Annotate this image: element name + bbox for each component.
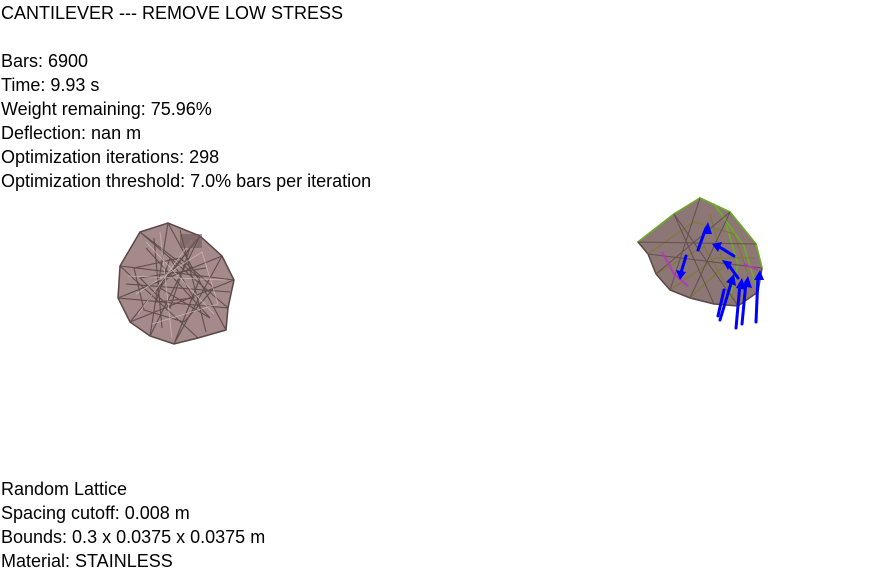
original-lattice-view[interactable]: [110, 218, 242, 348]
optimization-threshold: Optimization threshold: 7.0% bars per it…: [1, 171, 372, 191]
page-title: CANTILEVER --- REMOVE LOW STRESS: [1, 3, 344, 23]
original-lattice-image: [117, 222, 235, 345]
optimization-iterations: Optimization iterations: 298: [1, 147, 220, 167]
optimized-lattice-image: [636, 197, 764, 330]
lattice-type: Random Lattice: [1, 479, 128, 499]
optimized-lattice-view[interactable]: [634, 194, 770, 336]
spacing-cutoff: Spacing cutoff: 0.008 m: [1, 503, 190, 523]
weight-remaining: Weight remaining: 75.96%: [1, 99, 212, 119]
elapsed-time: Time: 9.93 s: [1, 75, 100, 95]
material: Material: STAINLESS: [1, 551, 173, 571]
lattice-bounds: Bounds: 0.3 x 0.0375 x 0.0375 m: [1, 527, 266, 547]
bars-count: Bars: 6900: [1, 51, 89, 71]
deflection: Deflection: nan m: [1, 123, 142, 143]
